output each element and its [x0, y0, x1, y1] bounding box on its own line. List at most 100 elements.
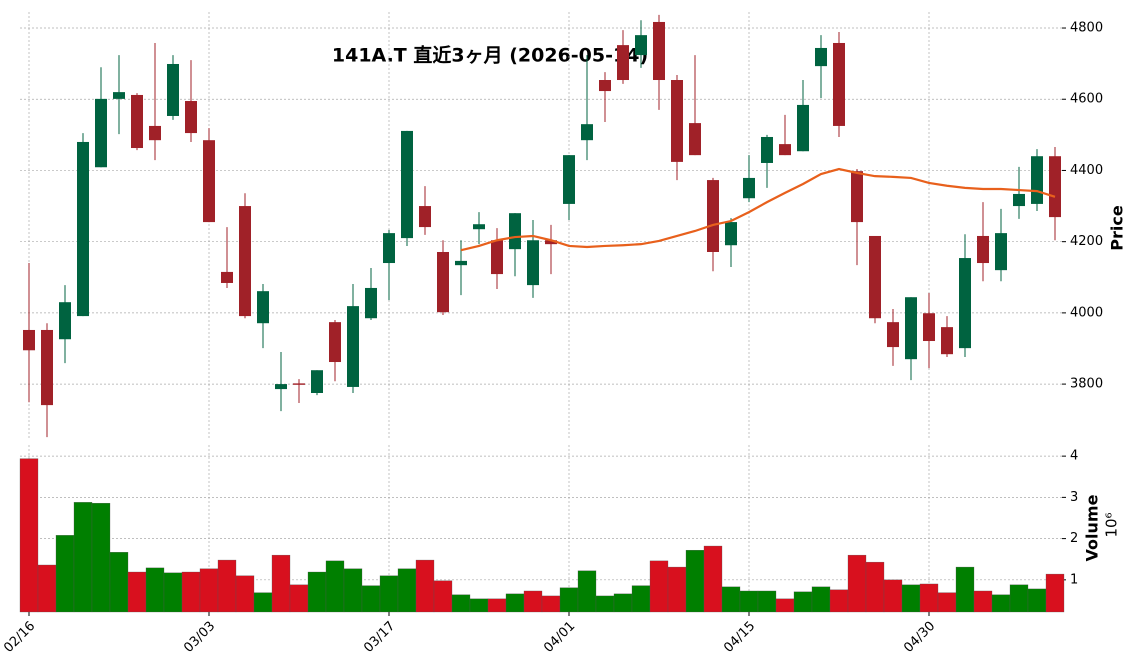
candle-body	[797, 104, 809, 152]
volume-bar	[937, 592, 957, 613]
volume-bar	[73, 502, 93, 613]
volume-bar	[793, 591, 813, 613]
volume-bar	[523, 590, 543, 613]
volume-bar	[919, 583, 939, 613]
candle-body	[419, 206, 431, 228]
y-tick-label: 4600	[1070, 92, 1103, 107]
volume-bar	[685, 549, 705, 613]
y-tick-label: 4800	[1070, 21, 1103, 36]
moving-average-line	[460, 167, 1056, 252]
volume-bar	[613, 593, 633, 613]
candle-body	[563, 155, 575, 204]
candle-body	[635, 35, 647, 56]
volume-bar	[199, 568, 219, 613]
volume-bar	[649, 560, 669, 613]
candle-body	[437, 251, 449, 313]
volume-bar	[91, 502, 111, 613]
volume-bar	[559, 587, 579, 613]
volume-bar	[235, 575, 255, 613]
volume-bar	[955, 566, 975, 613]
volume-bar	[433, 580, 453, 613]
candle-body	[653, 21, 665, 81]
volume-bar	[505, 593, 525, 613]
volume-tick-label: 1	[1070, 572, 1078, 587]
candle-body	[257, 291, 269, 324]
volume-bar	[379, 575, 399, 613]
volume-bar	[1045, 573, 1065, 613]
volume-bar	[973, 590, 993, 613]
candle-body	[365, 287, 377, 319]
y-axis-label: Price	[1108, 205, 1127, 251]
candle-body	[293, 383, 305, 385]
volume-bar	[127, 571, 147, 613]
candle-body	[167, 63, 179, 116]
volume-bar	[703, 545, 723, 613]
candle-body	[977, 235, 989, 264]
candle-body	[545, 240, 557, 245]
volume-bar	[829, 589, 849, 613]
candle-body	[959, 258, 971, 349]
volume-bar	[397, 568, 417, 613]
volume-bar	[289, 584, 309, 613]
candle-body	[995, 233, 1007, 271]
volume-bar	[1009, 584, 1029, 613]
volume-bar	[847, 554, 867, 613]
x-tick-label: 03/03	[181, 619, 218, 656]
volume-bar	[181, 571, 201, 613]
volume-bar	[325, 560, 345, 613]
candle-body	[671, 80, 683, 162]
volume-bar	[595, 595, 615, 613]
candle-body	[329, 322, 341, 363]
candle-body	[1049, 156, 1061, 218]
volume-tick-label: 4	[1070, 449, 1078, 464]
candle-body	[509, 213, 521, 250]
volume-bar	[775, 598, 795, 613]
volume-bar	[1027, 588, 1047, 613]
candle-body	[347, 306, 359, 387]
candle-body	[905, 297, 917, 360]
candle-body	[131, 94, 143, 149]
candle-body	[383, 233, 395, 264]
x-tick-label: 04/30	[901, 619, 938, 656]
y-tick-label: 4400	[1070, 163, 1103, 178]
volume-bar	[145, 567, 165, 613]
volume-tick-label: 2	[1070, 531, 1078, 546]
volume-bar	[361, 585, 381, 613]
candle-body	[401, 130, 413, 239]
candle-body	[689, 123, 701, 156]
y-tick-label: 4000	[1070, 305, 1103, 320]
volume-bar	[217, 559, 237, 613]
candle-body	[275, 384, 287, 390]
candle-body	[77, 141, 89, 317]
candle-body	[473, 224, 485, 230]
candle-body	[185, 101, 197, 134]
candle-body	[23, 329, 35, 351]
candle-body	[581, 124, 593, 141]
volume-bar	[739, 590, 759, 613]
candle-body	[707, 180, 719, 252]
candle-body	[779, 144, 791, 156]
candle-body	[95, 98, 107, 168]
y-tick-label: 4200	[1070, 234, 1103, 249]
volume-bar	[451, 594, 471, 613]
chart-title: 141A.T 直近3ヶ月 (2026-05-14)	[332, 44, 648, 67]
volume-bar	[883, 579, 903, 613]
candle-body	[149, 125, 161, 141]
x-tick-label: 03/17	[361, 619, 398, 656]
candle-body	[113, 92, 125, 99]
candle-body	[617, 45, 629, 81]
volume-bar	[991, 594, 1011, 613]
candle-body	[527, 240, 539, 286]
volume-bar	[271, 554, 291, 613]
volume-bar	[667, 566, 687, 613]
volume-bar	[901, 584, 921, 613]
candle-body	[923, 313, 935, 342]
volume-bar	[541, 595, 561, 613]
x-tick-label: 04/01	[541, 619, 578, 656]
x-tick-label: 04/15	[721, 619, 758, 656]
candle-body	[815, 47, 827, 67]
volume-bar	[37, 564, 57, 613]
volume-bar	[109, 552, 129, 613]
candle-body	[59, 302, 71, 340]
candle-body	[239, 206, 251, 317]
